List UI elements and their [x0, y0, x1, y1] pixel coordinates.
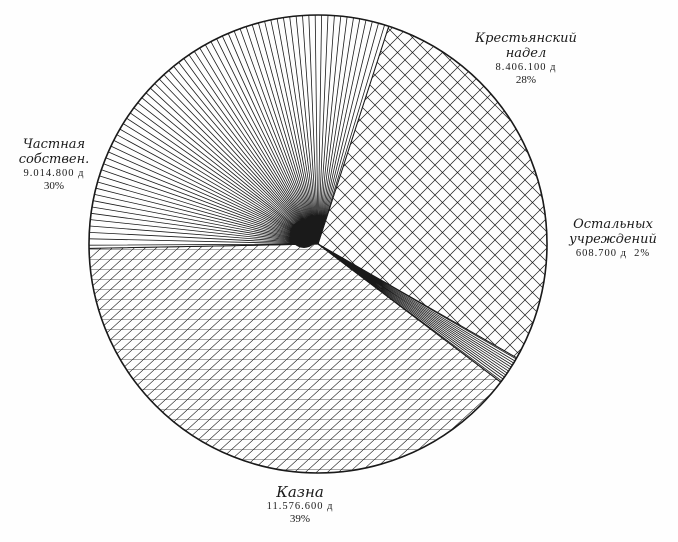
- label-other-institutions-value-percent: 608.700 д 2%: [548, 248, 678, 260]
- label-peasant-allotment-name-2: надел: [505, 45, 547, 61]
- label-other-institutions-name-1: Остальных: [573, 217, 653, 232]
- pie-center-dot: [290, 220, 318, 248]
- label-other-institutions-name-2: учреждений: [569, 231, 657, 247]
- label-private-property: Частная собствен. 9.014.800 д 30%: [4, 137, 104, 193]
- label-treasury-value: 11.576.600 д: [266, 501, 334, 513]
- label-treasury-name: Казна: [276, 483, 324, 501]
- label-treasury: Казна 11.576.600 д 39%: [236, 483, 364, 526]
- label-peasant-allotment: Крестьянский надел 8.406.100 д 28%: [458, 31, 594, 87]
- label-other-institutions: Остальных учреждений 608.700 д 2%: [548, 217, 678, 260]
- label-other-institutions-value: 608.700 д: [575, 247, 627, 259]
- label-other-institutions-percent: 2%: [634, 247, 651, 259]
- label-peasant-allotment-value: 8.406.100 д: [495, 61, 557, 73]
- label-treasury-percent: 39%: [289, 513, 311, 526]
- label-peasant-allotment-percent: 28%: [515, 73, 537, 86]
- label-private-property-name-1: Частная: [22, 137, 86, 152]
- label-private-property-percent: 30%: [43, 179, 65, 192]
- label-private-property-name-2: собствен.: [18, 151, 90, 167]
- pie-outline: [88, 14, 548, 474]
- label-peasant-allotment-name-1: Крестьянский: [475, 31, 577, 46]
- label-private-property-value: 9.014.800 д: [23, 167, 85, 179]
